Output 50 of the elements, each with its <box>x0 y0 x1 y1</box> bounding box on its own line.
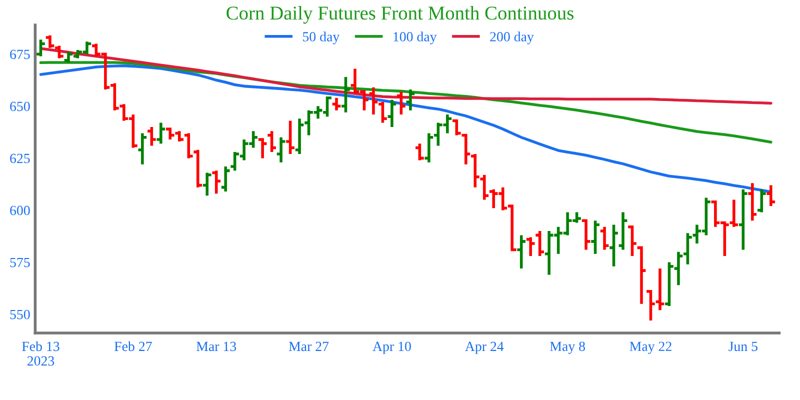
candlestick <box>416 142 424 162</box>
y-tick-label: 675 <box>10 50 30 60</box>
x-tick-label: Feb 27 <box>114 341 152 352</box>
y-tick-label: 625 <box>10 154 30 164</box>
candlestick <box>138 132 147 166</box>
candlestick <box>156 121 166 146</box>
x-tick-label: Jun 5 <box>728 342 758 352</box>
x-tick-label: May 22 <box>630 342 672 354</box>
candlestick <box>202 171 212 198</box>
x-tick-label: May 8 <box>550 342 585 354</box>
candlestick <box>268 130 276 154</box>
candlestick <box>748 182 757 222</box>
candlestick <box>591 219 600 256</box>
candlestick <box>221 165 230 193</box>
candlestick <box>342 76 350 114</box>
candlestick <box>286 119 294 156</box>
y-tick-label: 550 <box>10 310 30 320</box>
candlestick <box>397 90 406 116</box>
legend-label: 100 day <box>394 32 437 44</box>
candlestick <box>600 225 609 252</box>
legend-label: 200 day <box>490 32 534 44</box>
x-tick-label: Feb 13 2023 <box>22 341 60 366</box>
candlestick <box>406 88 415 112</box>
candlestick <box>36 38 45 58</box>
x-tick-label: Apr 10 <box>372 342 411 354</box>
candlestick <box>517 234 526 270</box>
x-tick-label: Mar 27 <box>288 342 329 352</box>
line-series <box>39 47 772 105</box>
candlestick <box>276 136 286 164</box>
candlestick <box>184 132 193 160</box>
candlestick <box>536 230 544 258</box>
x-tick-label: Apr 24 <box>465 342 504 354</box>
candlestick <box>194 148 202 189</box>
candlestick <box>332 96 341 112</box>
legend-label: 50 day <box>303 32 340 44</box>
candlestick <box>757 188 766 214</box>
candlestick <box>147 126 156 148</box>
y-tick-label: 650 <box>10 102 30 112</box>
candlestick <box>738 188 748 252</box>
candlestick <box>610 223 618 268</box>
candlestick <box>766 184 776 208</box>
chart-title: Corn Daily Futures Front Month Continuous <box>226 6 574 24</box>
y-tick-label: 600 <box>10 206 30 216</box>
y-tick-label: 575 <box>10 258 30 268</box>
candlestick <box>388 98 396 128</box>
x-tick-label: Mar 13 <box>196 342 236 352</box>
line-series <box>39 64 772 194</box>
candlestick <box>212 169 221 195</box>
candlestick <box>526 236 535 258</box>
candlestick <box>618 210 628 252</box>
